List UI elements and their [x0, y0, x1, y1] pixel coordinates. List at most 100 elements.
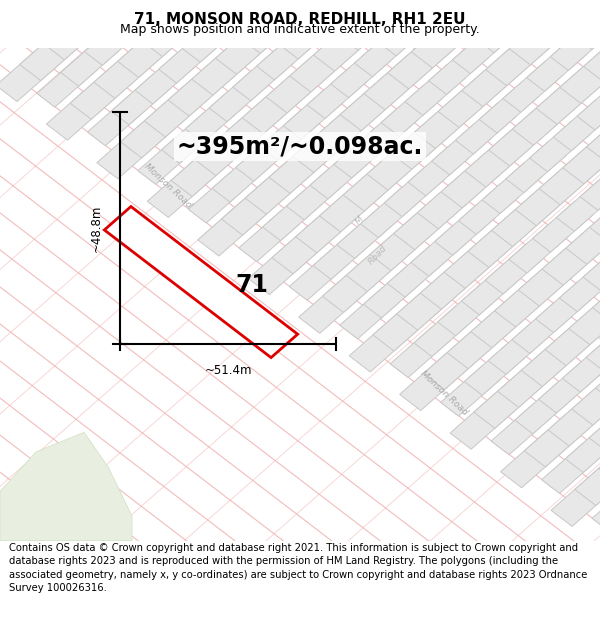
Text: ~48.8m: ~48.8m [89, 204, 103, 252]
Polygon shape [108, 0, 169, 44]
Polygon shape [239, 0, 307, 53]
Polygon shape [593, 266, 600, 324]
Polygon shape [415, 91, 482, 148]
Polygon shape [384, 166, 445, 217]
Polygon shape [548, 389, 600, 446]
Polygon shape [411, 225, 471, 276]
Polygon shape [418, 171, 485, 229]
Polygon shape [431, 124, 492, 175]
Polygon shape [565, 421, 600, 472]
Polygon shape [509, 8, 577, 65]
Polygon shape [577, 79, 600, 130]
Polygon shape [142, 0, 209, 57]
Polygon shape [337, 208, 397, 259]
Polygon shape [440, 365, 501, 416]
Text: Monson Road: Monson Road [419, 369, 469, 417]
Polygon shape [465, 129, 533, 187]
Polygon shape [435, 0, 503, 47]
Polygon shape [562, 341, 600, 392]
Polygon shape [488, 109, 557, 166]
Polygon shape [195, 118, 263, 176]
Polygon shape [580, 159, 600, 211]
Polygon shape [497, 350, 566, 408]
Polygon shape [485, 28, 554, 86]
Polygon shape [569, 287, 600, 345]
Polygon shape [70, 62, 138, 119]
Polygon shape [494, 269, 563, 327]
Polygon shape [293, 115, 361, 172]
Polygon shape [331, 47, 391, 98]
Polygon shape [378, 5, 439, 56]
Polygon shape [512, 302, 572, 354]
Polygon shape [527, 41, 587, 91]
Polygon shape [343, 154, 412, 211]
Polygon shape [584, 25, 600, 82]
Polygon shape [434, 204, 495, 255]
Polygon shape [500, 0, 560, 32]
Polygon shape [444, 231, 512, 288]
Polygon shape [589, 401, 600, 452]
Polygon shape [381, 85, 442, 136]
Polygon shape [539, 148, 600, 205]
Text: Road: Road [367, 244, 389, 266]
Polygon shape [209, 71, 269, 122]
Text: ~395m²/~0.098ac.: ~395m²/~0.098ac. [177, 134, 423, 159]
Polygon shape [212, 151, 272, 202]
Polygon shape [455, 103, 515, 154]
Polygon shape [340, 73, 409, 131]
Polygon shape [46, 82, 115, 140]
Text: 71: 71 [236, 272, 268, 296]
Polygon shape [85, 14, 145, 66]
Polygon shape [242, 76, 310, 134]
Polygon shape [474, 371, 542, 428]
Polygon shape [289, 249, 350, 300]
Polygon shape [111, 74, 172, 125]
Polygon shape [138, 133, 198, 184]
Polygon shape [488, 323, 548, 374]
Polygon shape [233, 50, 293, 101]
Polygon shape [387, 246, 448, 297]
Polygon shape [471, 291, 539, 348]
Polygon shape [340, 288, 400, 339]
Polygon shape [482, 162, 542, 214]
Text: ~51.4m: ~51.4m [204, 364, 252, 378]
Polygon shape [551, 469, 600, 526]
Polygon shape [397, 272, 465, 330]
Polygon shape [310, 148, 370, 199]
Polygon shape [506, 142, 566, 192]
Polygon shape [245, 157, 313, 214]
Polygon shape [405, 64, 465, 116]
Polygon shape [145, 79, 212, 137]
Polygon shape [566, 207, 600, 264]
Polygon shape [476, 2, 536, 52]
Polygon shape [236, 130, 296, 181]
Polygon shape [542, 442, 600, 493]
Polygon shape [313, 228, 373, 279]
Polygon shape [97, 121, 165, 179]
Polygon shape [515, 168, 583, 226]
Polygon shape [586, 320, 600, 371]
Polygon shape [0, 432, 132, 541]
Polygon shape [221, 177, 290, 235]
Polygon shape [316, 94, 385, 152]
Polygon shape [491, 189, 560, 246]
Polygon shape [280, 8, 341, 59]
Text: Contains OS data © Crown copyright and database right 2021. This information is : Contains OS data © Crown copyright and d… [9, 543, 587, 592]
Polygon shape [304, 0, 364, 38]
Polygon shape [307, 68, 367, 119]
Polygon shape [533, 0, 600, 44]
Polygon shape [313, 14, 382, 71]
Polygon shape [299, 276, 367, 333]
Polygon shape [563, 126, 600, 184]
Text: 71, MONSON ROAD, REDHILL, RH1 2EU: 71, MONSON ROAD, REDHILL, RH1 2EU [134, 12, 466, 27]
Polygon shape [361, 187, 421, 238]
Polygon shape [583, 240, 600, 291]
Polygon shape [364, 267, 424, 318]
Polygon shape [441, 151, 509, 208]
Polygon shape [355, 26, 415, 77]
Polygon shape [349, 314, 418, 372]
Polygon shape [367, 132, 435, 190]
Polygon shape [364, 52, 432, 110]
Polygon shape [266, 56, 334, 113]
Polygon shape [503, 61, 563, 112]
